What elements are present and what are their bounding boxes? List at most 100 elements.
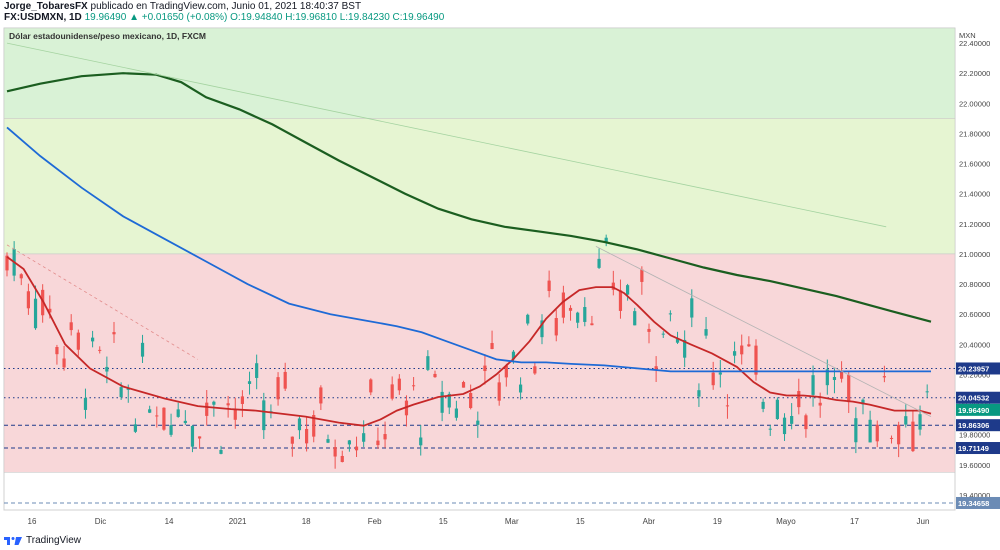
candle-body [533, 366, 537, 374]
candle-body [190, 426, 195, 447]
candle-body [426, 356, 430, 370]
candle-body [518, 384, 523, 393]
candle-body [611, 282, 615, 290]
candle-body [90, 337, 95, 342]
candle-body [312, 415, 316, 437]
price-level-tag [956, 442, 1000, 455]
candle-body [854, 418, 858, 443]
candle-body [340, 455, 344, 462]
low-value: L:19.84230 [339, 12, 390, 23]
candle-body [440, 391, 444, 413]
candle-body [483, 365, 487, 372]
candle-body [547, 280, 551, 292]
candle-body [226, 403, 230, 406]
y-tick-label: 20.20000 [959, 370, 990, 379]
candle-body [625, 285, 630, 295]
candle-body [668, 313, 672, 315]
candle-body [411, 385, 416, 387]
candle-body [925, 391, 929, 393]
candle-body [133, 424, 137, 432]
candle-body [711, 372, 715, 386]
candle-body [5, 255, 9, 271]
publish-info: Jorge_TobaresFX publicado en TradingView… [4, 1, 361, 12]
series-line-0 [6, 256, 932, 427]
candle-body [283, 371, 287, 389]
candle-body [675, 338, 680, 343]
candle-body [169, 425, 173, 435]
y-tick-label: 19.80000 [959, 431, 990, 440]
candle-body [754, 345, 758, 375]
candle-body [197, 436, 202, 439]
candle-body [497, 382, 501, 401]
price-chart[interactable]: 19.4000019.6000019.8000020.0000020.20000… [0, 24, 1000, 530]
candle-body [897, 424, 901, 445]
candle-body [633, 311, 637, 326]
x-tick-label: Mar [505, 517, 519, 526]
candle-body [119, 387, 123, 398]
candle-body [526, 314, 530, 324]
y-tick-label: 20.60000 [959, 310, 990, 319]
candle-body [148, 409, 152, 413]
publish-date: publicado en TradingView.com, Junio 01, … [90, 1, 362, 12]
y-tick-label: 21.40000 [959, 190, 990, 199]
x-tick-label: Feb [368, 517, 382, 526]
candle-body [775, 399, 779, 419]
zone-1 [3, 118, 956, 255]
candle-body [718, 372, 722, 375]
candle-body [554, 318, 558, 336]
candle-body [362, 433, 366, 442]
candle-body [112, 332, 116, 335]
price-level-label: 20.23957 [958, 364, 989, 373]
candle-body [319, 387, 323, 404]
x-tick-label: 19 [713, 517, 722, 526]
candle-body [868, 419, 872, 443]
candle-body [212, 401, 216, 405]
candle-body [747, 344, 751, 347]
zone-0 [3, 27, 956, 119]
candle-body [740, 345, 744, 355]
symbol-label: FX:USDMXN, 1D [4, 12, 82, 23]
candle-body [219, 449, 223, 454]
symbol-info: FX:USDMXN, 1D 19.96490 ▲ +0.01650 (+0.08… [4, 12, 444, 23]
y-tick-label: 21.60000 [959, 160, 990, 169]
candle-body [19, 274, 23, 279]
series-line-4 [6, 244, 199, 360]
price-level-label: 20.04532 [958, 394, 989, 403]
price-level-label: 19.71149 [958, 444, 989, 453]
y-tick-label: 22.00000 [959, 99, 990, 108]
candle-body [911, 421, 915, 452]
candle-body [369, 379, 373, 393]
candle-body [41, 289, 45, 316]
candle-body [790, 415, 794, 424]
candle-body [811, 375, 815, 395]
candle-body [333, 447, 337, 457]
price-level-tag [956, 419, 1000, 432]
candle-body [618, 290, 623, 311]
candle-body [797, 391, 801, 408]
zone-2 [3, 253, 956, 473]
candle-body [861, 399, 865, 405]
close-value: C:19.96490 [392, 12, 445, 23]
x-tick-label: 15 [439, 517, 448, 526]
candle-body [140, 342, 145, 357]
candle-body [205, 402, 209, 416]
candle-body [290, 436, 294, 444]
candle-body [461, 382, 466, 388]
candle-body [26, 291, 30, 309]
y-tick-label: 22.40000 [959, 39, 990, 48]
brand-name: TradingView [26, 535, 82, 546]
y-tick-label: 21.80000 [959, 129, 990, 138]
candle-body [83, 397, 88, 410]
candle-body [825, 369, 829, 386]
last-price-tag [956, 403, 1000, 416]
candle-body [576, 312, 580, 323]
candle-body [697, 390, 701, 397]
candle-body [162, 407, 166, 430]
candle-body [561, 292, 565, 318]
x-tick-label: 2021 [229, 517, 247, 526]
candle-body [176, 409, 180, 417]
price-level-label: 19.34658 [958, 499, 989, 508]
author-name[interactable]: Jorge_TobaresFX [4, 1, 88, 12]
candle-body [761, 401, 765, 409]
price-level-label: 19.86306 [958, 421, 989, 430]
